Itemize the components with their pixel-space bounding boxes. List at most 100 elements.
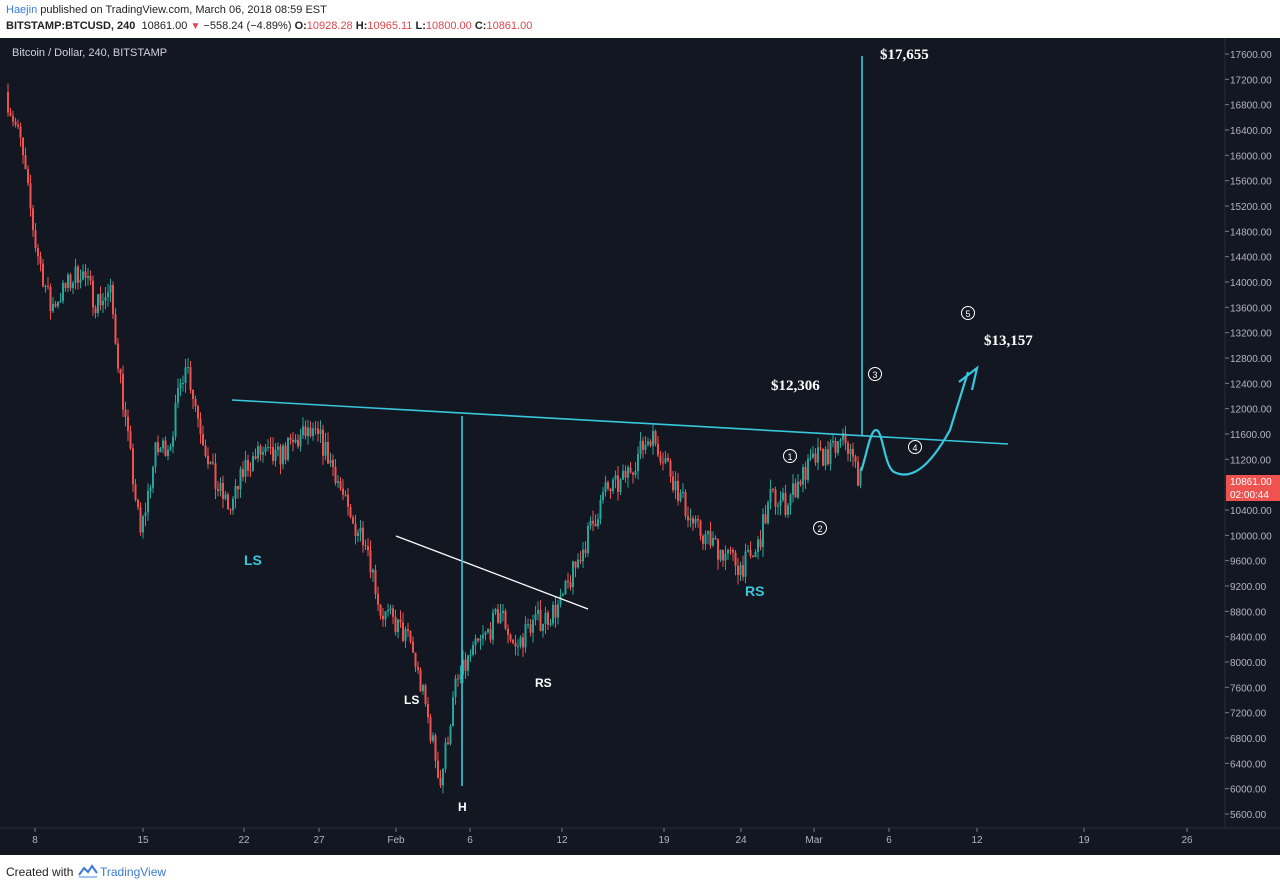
candle	[639, 431, 642, 460]
candle-body	[719, 549, 722, 560]
candle	[179, 378, 182, 397]
projection-path[interactable]	[859, 371, 970, 476]
candle-body	[269, 447, 272, 449]
candle-body	[779, 500, 782, 506]
y-tick-label: 5600.00	[1230, 810, 1267, 821]
candle-body	[139, 507, 142, 533]
candle	[824, 446, 827, 471]
candle	[727, 548, 729, 560]
price-chart[interactable]: Bitcoin / Dollar, 240, BITSTAMP $17,655 …	[0, 38, 1280, 855]
candle	[222, 475, 224, 509]
candle	[434, 733, 437, 769]
candle-body	[849, 448, 852, 454]
neckline-white[interactable]	[395, 535, 589, 610]
y-tick-label: 7600.00	[1230, 683, 1267, 694]
price-axis[interactable]: 17600.00 17200.00 16800.00 16400.00 16000.00…	[1225, 50, 1272, 821]
candle-body	[144, 512, 147, 517]
candle	[389, 604, 392, 615]
candle	[682, 483, 684, 499]
candle	[99, 286, 102, 311]
candle-body	[759, 539, 762, 548]
candle-body	[44, 286, 47, 288]
candle-body	[647, 441, 649, 445]
candle-body	[147, 490, 149, 513]
candle	[267, 439, 269, 452]
time-axis[interactable]: 8 15 22 27 Feb 6 12 19 24 Mar 6 12 19 26	[32, 828, 1193, 846]
label-rs-white: RS	[535, 676, 552, 690]
candle-body	[774, 489, 777, 507]
candle-body	[857, 461, 859, 486]
candle-body	[522, 637, 524, 648]
last-price: 10861.00	[141, 20, 188, 32]
candle	[374, 564, 377, 600]
candle	[724, 545, 727, 571]
candle	[477, 638, 479, 643]
candle	[72, 280, 74, 294]
candle	[97, 293, 99, 317]
candle	[629, 462, 632, 474]
candle	[614, 470, 617, 489]
candle	[609, 487, 612, 499]
candle	[217, 480, 219, 497]
candle	[294, 434, 297, 444]
candle-body	[382, 615, 384, 620]
candle	[417, 661, 419, 674]
tradingview-logo-icon[interactable]	[78, 864, 98, 878]
candle	[362, 520, 364, 553]
candle-body	[484, 632, 487, 635]
candle-body	[112, 285, 114, 315]
candle	[124, 401, 127, 427]
candle-body	[227, 494, 229, 510]
candle-body	[49, 286, 52, 312]
candle	[54, 301, 57, 308]
candle-body	[434, 735, 437, 761]
label-13157: $13,157	[984, 333, 1033, 349]
candle	[349, 503, 352, 519]
arrow-head-icon	[958, 365, 979, 391]
x-tick-label: 15	[137, 835, 149, 846]
candle	[499, 603, 502, 625]
candle	[34, 223, 37, 253]
candle	[87, 267, 89, 286]
candle-body	[359, 527, 362, 533]
candle	[822, 448, 824, 467]
candle	[12, 110, 14, 127]
chart-panel[interactable]: Bitcoin / Dollar, 240, BITSTAMP $17,655 …	[0, 38, 1280, 855]
candle-body	[184, 367, 187, 383]
candle-body	[612, 479, 614, 492]
candle	[632, 471, 634, 484]
candle	[769, 479, 772, 510]
candle-body	[412, 641, 414, 653]
published-text: published on TradingView.com, March 06, …	[40, 4, 327, 16]
candle	[192, 389, 194, 410]
neckline-cyan[interactable]	[231, 399, 1009, 445]
candle	[762, 508, 764, 557]
candle-body	[569, 582, 572, 588]
candle-body	[557, 604, 559, 618]
candle-body	[537, 609, 539, 615]
candle	[174, 394, 177, 441]
candle-body	[327, 441, 329, 464]
candle	[322, 424, 324, 465]
candle-body	[302, 426, 304, 436]
candle-body	[607, 482, 609, 489]
y-tick-label: 8400.00	[1230, 633, 1267, 644]
candle	[89, 270, 92, 286]
candle	[212, 453, 214, 466]
author-link[interactable]: Haejin	[6, 4, 38, 16]
candle-body	[822, 448, 824, 466]
candle	[297, 434, 299, 449]
x-tick-label: 6	[886, 835, 892, 846]
candle	[307, 419, 309, 445]
candle	[642, 436, 644, 459]
candle-body	[734, 552, 737, 566]
candle	[344, 490, 347, 497]
candle-body	[777, 505, 779, 507]
y-tick-label: 17200.00	[1230, 75, 1272, 86]
candle-body	[852, 448, 854, 457]
candle	[562, 592, 564, 597]
candle-body	[579, 559, 582, 562]
tradingview-brand-link[interactable]: TradingView	[100, 865, 167, 879]
candle-body	[424, 685, 427, 704]
candle	[252, 451, 254, 472]
